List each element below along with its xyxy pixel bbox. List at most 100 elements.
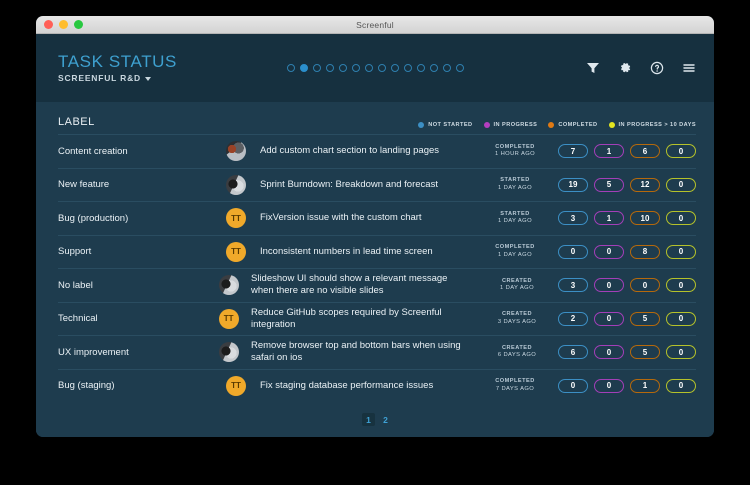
row-title[interactable]: FixVersion issue with the custom chart xyxy=(260,212,422,224)
slide-dot-14[interactable] xyxy=(455,64,464,72)
count-pill[interactable]: 0 xyxy=(666,278,696,293)
count-pill[interactable]: 19 xyxy=(558,177,588,192)
slide-dot-10[interactable] xyxy=(403,64,412,72)
count-pill[interactable]: 10 xyxy=(630,211,660,226)
table-row[interactable]: New feature Sprint Burndown: Breakdown an… xyxy=(58,167,696,202)
avatar-cell: TT xyxy=(226,241,260,262)
count-pill[interactable]: 3 xyxy=(558,278,588,293)
slide-dot-8[interactable] xyxy=(377,64,386,72)
legend-item: IN PROGRESS > 10 DAYS xyxy=(608,122,696,128)
count-pill[interactable]: 1 xyxy=(594,144,624,159)
count-pill[interactable]: 8 xyxy=(630,244,660,259)
count-pill[interactable]: 0 xyxy=(594,278,624,293)
slide-dot-1[interactable] xyxy=(286,64,295,72)
row-title[interactable]: Fix staging database performance issues xyxy=(260,379,434,391)
row-title[interactable]: Add custom chart section to landing page… xyxy=(260,145,440,157)
avatar xyxy=(226,141,246,162)
row-status: CREATED 1 DAY AGO xyxy=(476,278,558,293)
table-row[interactable]: No label Slideshow UI should show a relev… xyxy=(58,268,696,302)
table-row[interactable]: Support TT Inconsistent numbers in lead ti… xyxy=(58,234,696,269)
count-pill[interactable]: 2 xyxy=(558,311,588,326)
count-pill[interactable]: 5 xyxy=(630,345,660,360)
table-row[interactable]: Technical TT Reduce GitHub scopes required… xyxy=(58,301,696,336)
slide-dot-6[interactable] xyxy=(351,64,360,72)
row-label: Support xyxy=(58,246,92,258)
count-pill[interactable]: 0 xyxy=(666,211,696,226)
count-pill[interactable]: 3 xyxy=(558,211,588,226)
count-pill[interactable]: 1 xyxy=(594,211,624,226)
slide-dot-9[interactable] xyxy=(390,64,399,72)
table-row[interactable]: Bug (production) TT FixVersion issue with … xyxy=(58,201,696,235)
count-pill[interactable]: 1 xyxy=(630,378,660,393)
count-pill[interactable]: 0 xyxy=(666,177,696,192)
close-button[interactable] xyxy=(44,20,53,29)
slide-dot-11[interactable] xyxy=(416,64,425,72)
count-pill[interactable]: 5 xyxy=(630,311,660,326)
slide-dot-2[interactable] xyxy=(299,64,308,72)
slide-dots-nav[interactable] xyxy=(36,64,714,72)
count-pill[interactable]: 0 xyxy=(594,311,624,326)
count-pill[interactable]: 0 xyxy=(666,244,696,259)
brand-subtitle-row[interactable]: SCREENFUL R&D xyxy=(58,73,258,83)
count-pill[interactable]: 0 xyxy=(630,278,660,293)
status-timestamp: 1 DAY AGO xyxy=(498,218,532,225)
count-pill[interactable]: 0 xyxy=(666,311,696,326)
count-pill[interactable]: 12 xyxy=(630,177,660,192)
slide-dot-7[interactable] xyxy=(364,64,373,72)
window-controls[interactable] xyxy=(44,20,83,29)
row-title[interactable]: Remove browser top and bottom bars when … xyxy=(251,340,461,364)
page-button-2[interactable]: 2 xyxy=(383,414,388,425)
slide-dot-4[interactable] xyxy=(325,64,334,72)
legend-item: IN PROGRESS xyxy=(483,122,538,128)
row-label: Technical xyxy=(58,313,98,325)
filter-icon[interactable] xyxy=(586,61,600,75)
status-badge: CREATED xyxy=(501,277,533,284)
count-pill[interactable]: 0 xyxy=(666,378,696,393)
zoom-button[interactable] xyxy=(74,20,83,29)
menu-icon[interactable] xyxy=(682,61,696,75)
page-title: TASK STATUS xyxy=(58,51,178,71)
count-pill[interactable]: 0 xyxy=(594,244,624,259)
row-title[interactable]: Sprint Burndown: Breakdown and forecast xyxy=(260,178,438,190)
avatar xyxy=(226,174,246,195)
count-pill[interactable]: 7 xyxy=(558,144,588,159)
table-row[interactable]: Content creation Add custom chart section… xyxy=(58,134,696,168)
count-pill[interactable]: 6 xyxy=(558,345,588,360)
gear-icon[interactable] xyxy=(618,61,632,75)
count-pill[interactable]: 0 xyxy=(558,378,588,393)
slide-dot-13[interactable] xyxy=(442,64,451,72)
status-timestamp: 1 DAY AGO xyxy=(498,251,532,258)
table-row[interactable]: UX improvement Remove browser top and bot… xyxy=(58,335,696,369)
help-icon[interactable] xyxy=(650,61,664,75)
avatar xyxy=(218,275,239,296)
title-bar: Screenful xyxy=(36,16,714,34)
avatar-cell xyxy=(226,141,260,162)
row-title[interactable]: Reduce GitHub scopes required by Screenf… xyxy=(251,306,442,330)
count-pill[interactable]: 0 xyxy=(558,244,588,259)
count-pill[interactable]: 0 xyxy=(666,144,696,159)
page-button-1[interactable]: 1 xyxy=(362,413,375,426)
minimize-button[interactable] xyxy=(59,20,68,29)
row-title[interactable]: Inconsistent numbers in lead time screen xyxy=(260,245,433,257)
count-pill[interactable]: 5 xyxy=(594,177,624,192)
count-pill[interactable]: 0 xyxy=(666,345,696,360)
slide-dot-12[interactable] xyxy=(429,64,438,72)
count-pill[interactable]: 0 xyxy=(594,378,624,393)
table-row[interactable]: Bug (staging) TT Fix staging database perf… xyxy=(58,368,696,403)
avatar-cell: TT xyxy=(226,375,260,396)
chevron-down-icon[interactable] xyxy=(144,77,151,82)
status-timestamp: 1 DAY AGO xyxy=(498,184,532,191)
app-header: TASK STATUS SCREENFUL R&D xyxy=(36,34,714,102)
row-title[interactable]: Slideshow UI should show a relevant mess… xyxy=(251,273,448,297)
slide-dot-3[interactable] xyxy=(312,64,321,72)
slide-dot-5[interactable] xyxy=(338,64,347,72)
row-label: Content creation xyxy=(58,145,128,157)
count-pill[interactable]: 0 xyxy=(594,345,624,360)
avatar-cell xyxy=(218,275,251,296)
count-pill[interactable]: 6 xyxy=(630,144,660,159)
status-badge: COMPLETED xyxy=(495,244,535,251)
task-table: Content creation Add custom chart section… xyxy=(58,134,696,402)
